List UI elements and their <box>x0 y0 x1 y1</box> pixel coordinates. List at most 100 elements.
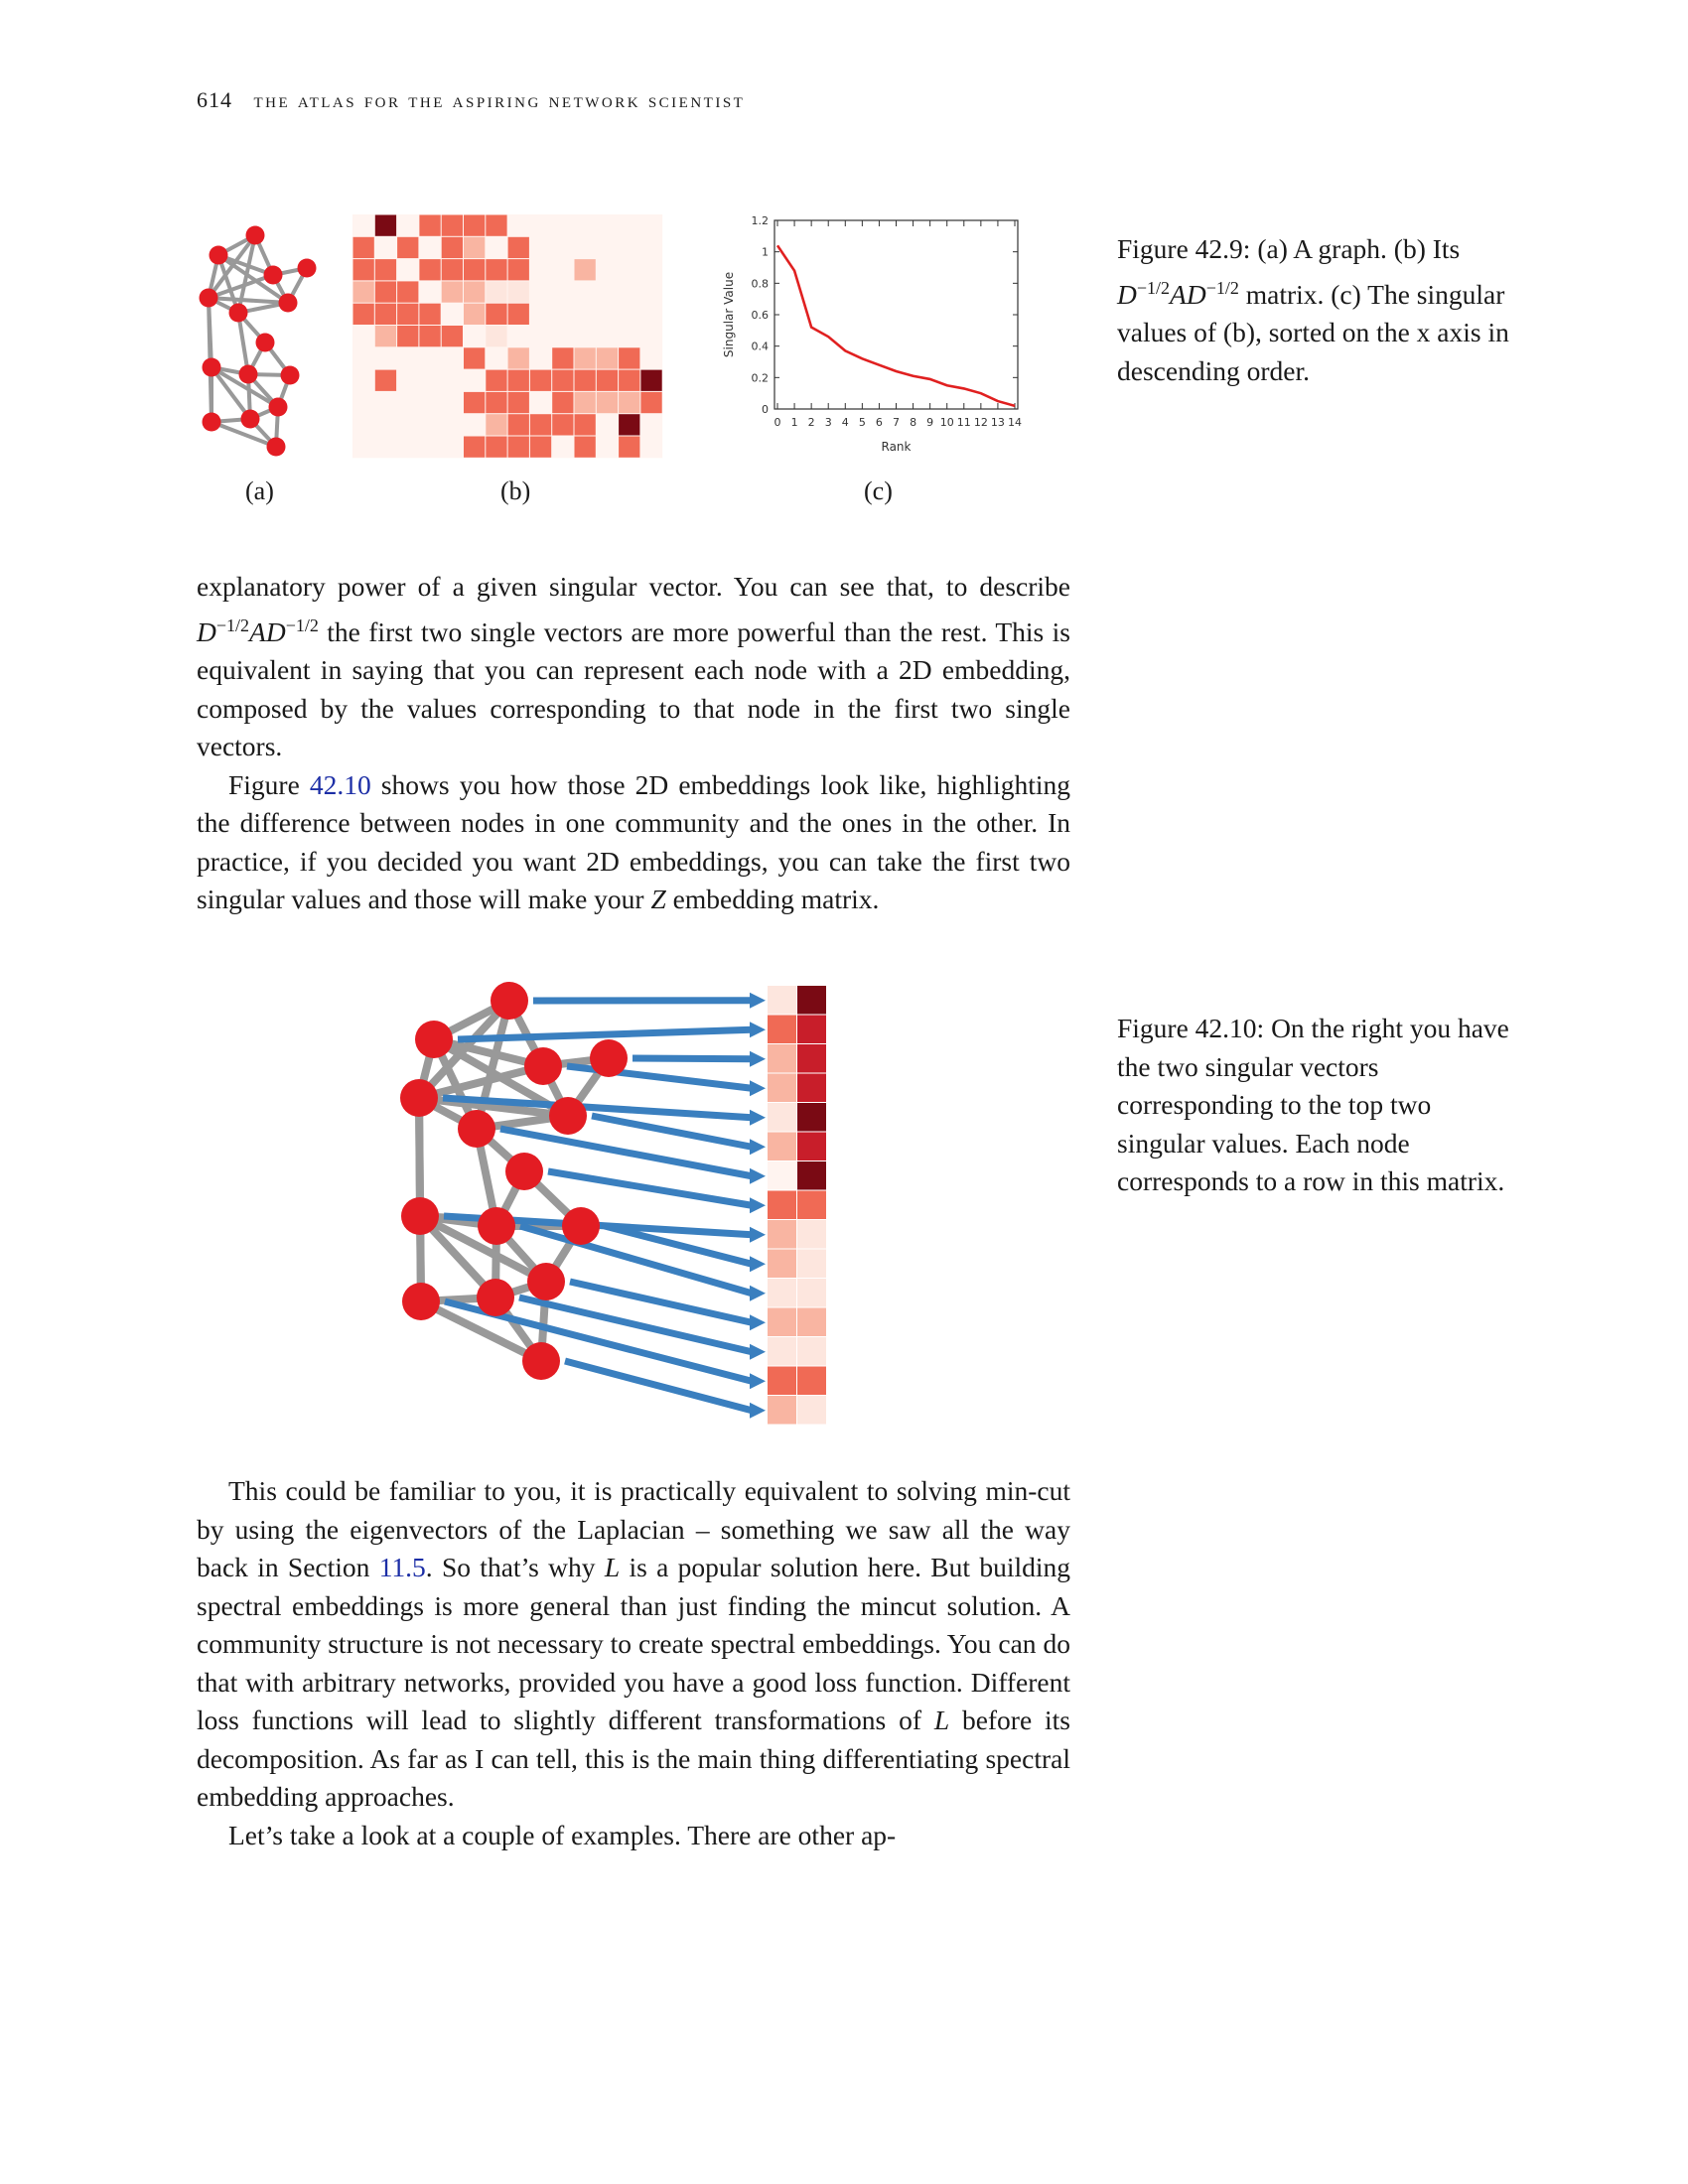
graph-node <box>278 293 298 313</box>
matrix-cell <box>464 391 486 414</box>
matrix-cell <box>441 214 463 236</box>
text-run: is a popular solution here. But building… <box>197 1552 1070 1735</box>
section-reference-link[interactable]: 11.5 <box>378 1552 426 1582</box>
matrix-cell <box>552 414 574 436</box>
arrow-head <box>750 1139 766 1156</box>
graph-edge <box>210 365 252 421</box>
embedding-cell <box>768 1073 796 1102</box>
graph-edge <box>217 253 274 277</box>
embedding-cell <box>768 1396 796 1425</box>
x-tick-label: 3 <box>825 416 832 429</box>
x-tick-label: 9 <box>926 416 933 429</box>
graph-node <box>477 1279 514 1316</box>
embedding-cell <box>797 1337 826 1366</box>
matrix-cell <box>441 326 463 347</box>
paragraph: Let’s take a look at a couple of example… <box>197 1817 1070 1855</box>
arrow-shaft <box>604 1222 753 1268</box>
matrix-cell <box>486 326 507 347</box>
graph-edge <box>210 365 280 409</box>
graph-edge <box>216 254 240 314</box>
math-l: L <box>604 1552 621 1582</box>
matrix-cell <box>486 369 507 391</box>
matrix-cell <box>374 281 397 303</box>
graph-edge <box>216 253 290 305</box>
graph-node <box>240 409 260 429</box>
embedding-cell <box>797 1220 826 1249</box>
graph-node <box>228 303 248 323</box>
figure-reference-link[interactable]: 42.10 <box>309 768 371 800</box>
matrix-cell <box>441 259 463 281</box>
arrow-head <box>750 1197 766 1214</box>
matrix-cell <box>596 391 619 414</box>
embedding-cell <box>797 1161 826 1190</box>
matrix-cell <box>552 347 574 369</box>
caption-text-2: matrix. (c) The singular values of (b), … <box>1117 278 1509 386</box>
x-tick-label: 5 <box>859 416 866 429</box>
matrix-cell <box>397 236 419 259</box>
y-tick-label: 1 <box>762 246 769 259</box>
matrix-cell <box>464 347 486 369</box>
graph-edge <box>208 273 274 300</box>
matrix-cell <box>486 303 507 325</box>
embedding-cell <box>797 1279 826 1307</box>
figure-42-9-matrix <box>352 214 663 459</box>
embedding-cell <box>768 1161 796 1190</box>
math-d: D <box>1117 278 1137 310</box>
caption-label: Figure 42.9: <box>1117 233 1251 264</box>
matrix-cell <box>374 214 397 236</box>
arrow-head <box>750 1373 766 1390</box>
matrix-cell <box>619 414 640 436</box>
subfigure-label-a: (a) <box>245 477 274 505</box>
text-run: . So that’s why <box>425 1552 605 1582</box>
embedding-cell <box>768 1220 796 1249</box>
embedding-cell <box>797 1249 826 1278</box>
graph-node <box>415 1021 453 1058</box>
matrix-cell <box>352 281 374 303</box>
arrow-head <box>750 1402 766 1419</box>
x-tick-label: 12 <box>974 416 988 429</box>
embedding-cell <box>768 986 796 1015</box>
embedding-cell <box>768 1279 796 1307</box>
x-tick-label: 1 <box>791 416 798 429</box>
text-run: the first two single vectors are more po… <box>197 615 1070 762</box>
matrix-cell <box>507 391 529 414</box>
graph-node <box>527 1263 565 1300</box>
arrow-head <box>750 1080 766 1097</box>
y-tick-label: 1.2 <box>752 214 770 227</box>
matrix-cell <box>464 214 486 236</box>
matrix-cell <box>596 347 619 369</box>
arrow-shaft <box>519 1222 753 1297</box>
matrix-cell <box>486 391 507 414</box>
paragraph: Figure 42.10 shows you how those 2D embe… <box>197 766 1070 919</box>
graph-node <box>202 357 221 377</box>
embedding-cell <box>768 1337 796 1366</box>
matrix-cell <box>640 369 662 391</box>
embedding-cell <box>797 986 826 1015</box>
graph-node <box>245 225 265 245</box>
matrix-cell <box>464 259 486 281</box>
embedding-cell <box>797 1044 826 1073</box>
graph-node <box>524 1047 562 1085</box>
arrow-head <box>750 1167 766 1184</box>
figure-42-10 <box>400 982 826 1425</box>
graph-node <box>199 288 218 308</box>
matrix-cell <box>419 303 441 325</box>
figure-42-10-caption: Figure 42.10: On the right you have the … <box>1117 1013 1509 1196</box>
graph-node <box>478 1207 515 1245</box>
matrix-cell <box>529 369 552 391</box>
matrix-cell <box>397 281 419 303</box>
graph-node <box>268 397 288 417</box>
matrix-cell <box>552 391 574 414</box>
matrix-cell <box>374 326 397 347</box>
graph-node <box>297 258 317 278</box>
x-tick-label: 7 <box>893 416 900 429</box>
arrow-shaft <box>499 1125 753 1180</box>
matrix-cell <box>486 436 507 458</box>
matrix-cell <box>529 414 552 436</box>
graph-node <box>401 1197 439 1235</box>
graph-node <box>491 982 528 1020</box>
arrow-shaft <box>564 1357 753 1415</box>
embedding-cell <box>797 1073 826 1102</box>
x-tick-label: 0 <box>774 416 781 429</box>
math-exponent: −1/2 <box>1205 277 1239 298</box>
